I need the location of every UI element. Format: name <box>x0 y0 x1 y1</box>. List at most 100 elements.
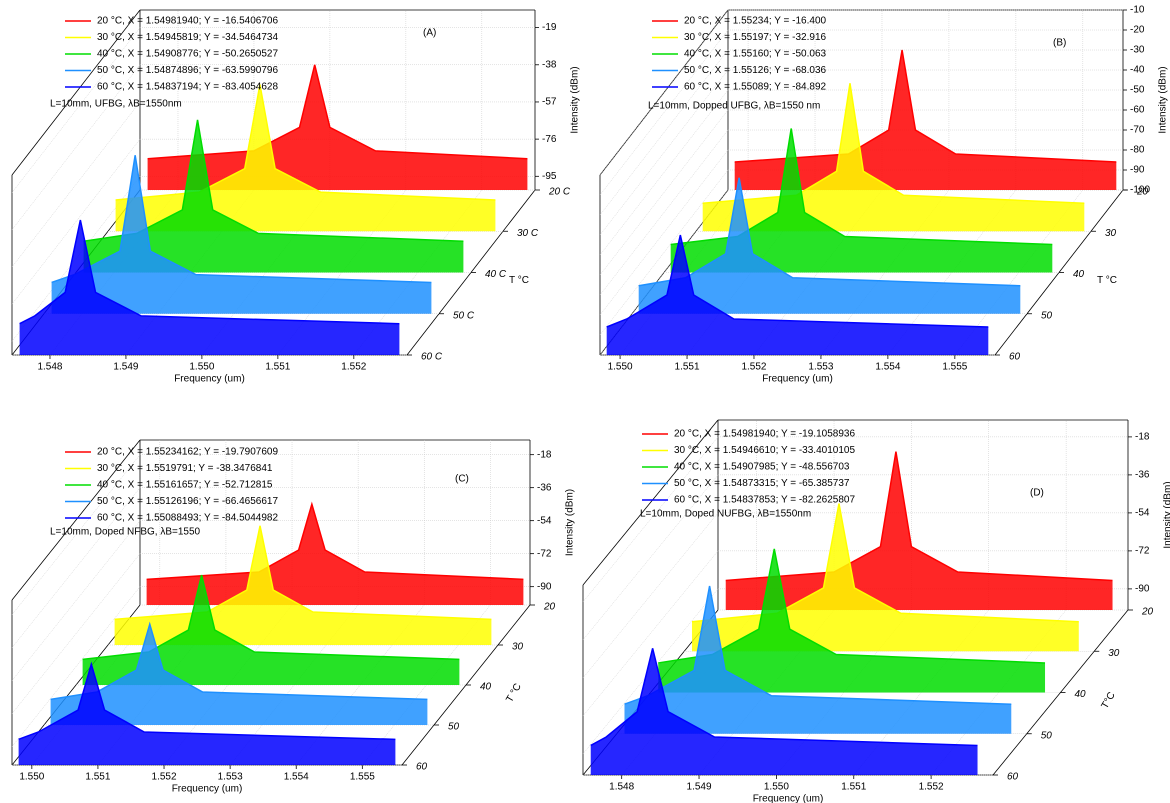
x-tick-label: 1.555 <box>942 362 967 373</box>
grid-line <box>11 487 141 648</box>
box-edge <box>11 439 141 601</box>
z-axis-title: T °C <box>509 275 529 286</box>
x-tick-label: 1.555 <box>350 772 375 783</box>
legend-label: 60 °C, X = 1.54837194; Y = -83.4054628 <box>97 82 278 93</box>
x-tick-label: 1.550 <box>608 362 633 373</box>
trace-fill <box>670 128 1053 273</box>
z-tick-label: 60 C <box>421 352 443 363</box>
y-tick-label: -20 <box>1130 25 1145 36</box>
z-axis-title: T °C <box>1097 275 1117 286</box>
grid-line <box>599 169 729 336</box>
grid-line <box>582 550 719 717</box>
grid-line <box>11 101 141 268</box>
trace-fill <box>638 177 1021 314</box>
x-axis-title: Frequency (um) <box>172 784 243 795</box>
grid-line <box>11 553 141 714</box>
z-axis-title: T°C <box>1100 690 1118 711</box>
legend-label: 50 °C, X = 1.54873315; Y = -65.385737 <box>674 478 850 489</box>
y-axis-title: Intensity (dBm) <box>570 66 581 133</box>
y-tick-label: -36 <box>1135 470 1150 481</box>
y-tick-label: -90 <box>1135 584 1150 595</box>
grid-line <box>582 512 719 679</box>
z-tick-label: 30 <box>512 642 524 653</box>
trace-fill <box>590 648 978 775</box>
trace-fill <box>18 664 396 765</box>
x-axis-title: Frequency (um) <box>753 794 824 803</box>
trace-fill <box>606 235 989 355</box>
z-tick-label: 50 <box>1041 730 1053 741</box>
panel: -18 -36 -54 -72 -90 1.550 1.551 1.552 1.553 1.554… <box>11 439 576 795</box>
z-tick-label: 50 C <box>453 310 475 321</box>
grid-line <box>599 89 729 256</box>
panel-label: (D) <box>1030 488 1044 499</box>
grid-line <box>599 69 729 236</box>
x-tick-label: 1.549 <box>687 782 712 793</box>
x-tick-label: 1.553 <box>218 772 243 783</box>
trace-fill <box>50 624 428 725</box>
trace-fill <box>624 585 1012 734</box>
y-axis-title: Intensity (dBm) <box>1158 66 1169 133</box>
annotation: L=10mm, Doped NUFBG, λB=1550nm <box>640 509 811 520</box>
panel-label: (A) <box>423 28 436 39</box>
annotation: L=10mm, UFBG, λB=1550nm <box>50 99 182 110</box>
x-tick-label: 1.552 <box>741 362 766 373</box>
z-tick-label: 60 <box>416 762 428 773</box>
z-tick-label: 40 <box>1073 269 1085 280</box>
z-tick-label: 20 <box>1141 607 1154 618</box>
x-tick-label: 1.551 <box>841 782 866 793</box>
y-tick-label: -60 <box>1130 105 1145 116</box>
x-tick-label: 1.553 <box>808 362 833 373</box>
trace-fill <box>734 50 1117 190</box>
panel-label: (C) <box>455 474 469 485</box>
x-tick-label: 1.554 <box>875 362 900 373</box>
z-tick-label: 50 <box>448 722 460 733</box>
grid-line <box>582 474 719 641</box>
x-tick-label: 1.552 <box>341 362 366 373</box>
legend-label: 20 °C, X = 1.54981940; Y = -16.5406706 <box>97 16 278 27</box>
y-axis-title: Intensity (dBm) <box>1163 481 1170 548</box>
legend-label: 50 °C, X = 1.54874896; Y = -63.5990796 <box>97 65 278 76</box>
y-tick-label: -30 <box>1130 45 1145 56</box>
grid-line <box>11 27 141 193</box>
x-axis-title: Frequency (um) <box>174 374 245 385</box>
legend-label: 50 °C, X = 1.55126; Y = -68.036 <box>684 65 827 76</box>
trace-fill <box>146 504 524 605</box>
z-tick-label: 20 C <box>548 187 571 198</box>
trace <box>19 219 400 325</box>
z-tick-label: 60 <box>1007 772 1019 783</box>
grid-line <box>599 109 729 276</box>
z-tick-label: 30 <box>1105 228 1117 239</box>
annotation: L=10mm, Doped NFBG, λB=1550 <box>50 527 201 538</box>
trace-fill <box>725 451 1113 610</box>
trace-fill <box>691 503 1079 652</box>
grid-line <box>11 64 141 230</box>
trace-fill <box>51 155 432 314</box>
y-axis-title: Intensity (dBm) <box>565 489 576 556</box>
legend-label: 60 °C, X = 1.55089; Y = -84.892 <box>684 82 827 93</box>
trace <box>18 661 396 741</box>
z-tick-label: 40 C <box>485 269 507 280</box>
legend-label: 40 °C, X = 1.54908776; Y = -50.2650527 <box>97 49 278 60</box>
x-tick-label: 1.550 <box>764 782 789 793</box>
grid-line <box>11 520 141 681</box>
grid-line <box>599 9 729 176</box>
legend-label: 60 °C, X = 1.55088493; Y = -84.5044982 <box>97 513 278 524</box>
x-axis-title: Frequency (um) <box>762 374 833 385</box>
box-edge <box>11 9 141 176</box>
y-tick-label: -40 <box>1130 65 1145 76</box>
legend-label: 30 °C, X = 1.54945819; Y = -34.5464734 <box>97 32 278 43</box>
y-tick-label: -18 <box>1135 432 1150 443</box>
legend-label: 30 °C, X = 1.55197; Y = -32.916 <box>684 32 827 43</box>
legend-label: 60 °C, X = 1.54837853; Y = -82.2625807 <box>674 495 855 506</box>
y-tick-label: -50 <box>1130 85 1145 96</box>
y-tick-label: -36 <box>537 482 552 493</box>
x-tick-label: 1.550 <box>19 772 44 783</box>
grid-line <box>11 586 141 747</box>
legend-label: 40 °C, X = 1.54907985; Y = -48.556703 <box>674 462 850 473</box>
panel-label: (B) <box>1053 38 1066 49</box>
y-tick-label: -19 <box>542 22 557 33</box>
panel: -18 -36 -54 -72 -90 1.548 1.549 1.550 1.551 1.552… <box>582 419 1170 803</box>
legend-label: 40 °C, X = 1.55160; Y = -50.063 <box>684 49 827 60</box>
z-tick-label: 30 <box>1108 648 1120 659</box>
